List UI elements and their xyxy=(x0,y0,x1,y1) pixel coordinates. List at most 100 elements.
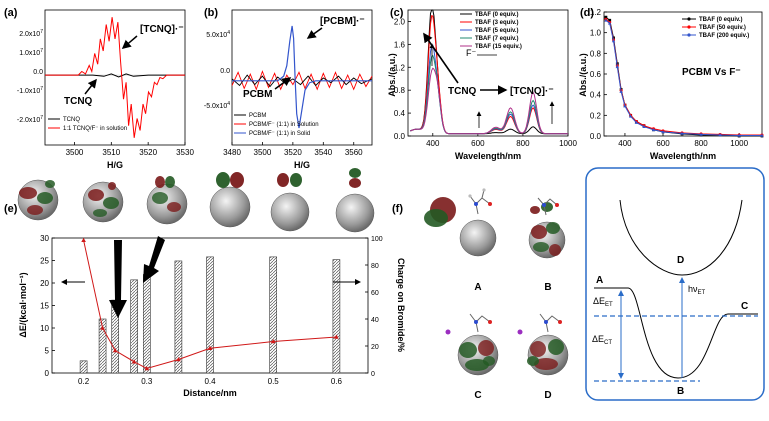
panel-b-y-ticks: 5.0x104 0.0 -5.0x104 xyxy=(204,30,230,110)
charge-bar xyxy=(269,256,278,374)
panel-a-xtick: 3510 xyxy=(102,148,120,157)
orbital-label-d: D xyxy=(544,390,551,401)
panel-a-xtick: 3520 xyxy=(139,148,157,157)
data-point xyxy=(628,114,633,118)
panel-b-arrow-radical xyxy=(306,27,323,39)
molecule-orbital-c: C xyxy=(445,313,499,401)
energy-diagram-frame xyxy=(585,167,765,401)
panel-c-ytick: 1.2 xyxy=(394,63,406,72)
panel-d-y-ticks: 0.0 0.2 0.4 0.6 0.8 1.0 1.2 xyxy=(590,8,607,141)
energy-point xyxy=(144,366,150,371)
panel-e-xtick: 0.4 xyxy=(204,377,216,386)
panel-d-legend: TBAF (0 equiv.) TBAF (50 equiv.) TBAF (200… xyxy=(682,17,749,39)
panel-e-y2tick: 20 xyxy=(371,344,379,351)
panel-e-pointer-1 xyxy=(109,240,127,318)
legend-label: TBAF (7 equiv.) xyxy=(475,36,519,42)
panel-c-annotation-fluoride: F⁻ xyxy=(466,48,476,58)
panel-e: (e) xyxy=(4,168,406,398)
panel-f-label: (f) xyxy=(392,203,403,215)
legend-label: PCBM/F⁻ (1:1) in Solution xyxy=(249,122,319,128)
legend-label: TBAF (50 equiv.) xyxy=(699,25,746,31)
panel-e-ylabel: ΔE/(kcal·mol⁻¹) xyxy=(18,272,28,337)
panel-c-xtick: 400 xyxy=(426,139,440,148)
panel-a-xlabel: H/G xyxy=(107,160,123,170)
data-point xyxy=(661,130,665,134)
panel-c-ytick: 0.4 xyxy=(394,109,406,118)
data-point xyxy=(699,132,703,136)
charge-bar xyxy=(130,279,138,374)
orbital-image-1 xyxy=(17,179,59,221)
panel-a-ytick: 2.0x107 xyxy=(19,29,43,38)
panel-b-arrow-pcbm xyxy=(274,77,292,90)
panel-a-annotation-radical: [TCNQ]·⁻ xyxy=(140,24,184,35)
energy-point xyxy=(81,237,86,243)
data-point xyxy=(760,133,764,137)
panel-c-legend: TBAF (0 equiv.) TBAF (3 equiv.) TBAF (5 eq… xyxy=(460,12,522,50)
legend-label: TBAF (15 equiv.) xyxy=(475,44,522,50)
panel-d-ytick: 0.0 xyxy=(590,132,602,141)
state-d-label: D xyxy=(677,255,684,266)
panel-b-legend: PCBM PCBM/F⁻ (1:1) in Solution PCBM/F⁻ (… xyxy=(234,113,319,137)
panel-e-y2tick: 60 xyxy=(371,290,379,297)
molecule-orbital-b: B xyxy=(528,197,566,293)
state-b-label: B xyxy=(677,386,684,397)
panel-d-ytick: 1.2 xyxy=(590,8,602,17)
panel-e-orbitals xyxy=(17,168,375,233)
panel-e-ytick: 10 xyxy=(40,324,49,333)
panel-e-pointer-2 xyxy=(143,236,165,283)
panel-d-xlabel: Wavelength/nm xyxy=(650,151,716,161)
panel-b-x-ticks: 3480 3500 3520 3540 3560 xyxy=(223,142,363,157)
panel-a-label: (a) xyxy=(4,7,18,19)
legend-label: TCNQ xyxy=(63,117,80,123)
energy-point xyxy=(100,325,105,330)
panel-b: (b) 5.0x104 0.0 -5.0x104 3480 3500 3520 354… xyxy=(204,7,373,170)
panel-b-frame xyxy=(231,9,373,146)
series-pcbm-fluoride-solution xyxy=(231,70,373,91)
panel-d-ylabel: Abs./(a.u.) xyxy=(578,53,588,97)
panel-c-arrow-tcnq xyxy=(423,32,459,84)
energy-point xyxy=(334,334,339,339)
energy-point xyxy=(207,345,213,351)
panel-c-xtick: 800 xyxy=(516,139,530,148)
data-point xyxy=(680,131,684,135)
panel-a-frame xyxy=(44,9,186,146)
panel-b-xlabel: H/G xyxy=(294,160,310,170)
orbital-label-b: B xyxy=(544,282,551,293)
panel-c-y-ticks: 0.0 0.4 0.8 1.2 1.6 2.0 xyxy=(394,17,411,141)
series-tcnq-fluoride xyxy=(45,17,185,138)
panel-a: (a) 2.0x107 1.0x107 0.0 -1.0x107 -2.0x10… xyxy=(4,7,194,170)
panel-c-ylabel: Abs./(a.u.) xyxy=(387,53,397,97)
molecule-orbital-d: D xyxy=(517,313,569,401)
data-point xyxy=(615,64,620,69)
panel-d-annotation: PCBM Vs F⁻ xyxy=(682,67,741,78)
panel-e-y2-ticks: 0 20 40 60 80 100 xyxy=(365,236,383,378)
panel-e-xlabel: Distance/nm xyxy=(183,388,237,398)
legend-label: PCBM xyxy=(249,113,266,119)
panel-b-xtick: 3540 xyxy=(314,148,332,157)
state-a-label: A xyxy=(596,275,603,286)
panel-c-annotation-radical: [TCNQ]·⁻ xyxy=(510,86,554,97)
panel-a-legend: TCNQ 1:1 TCNQ/F⁻ in solution xyxy=(48,117,127,132)
series-pcbm xyxy=(231,74,373,88)
panel-d-plot xyxy=(604,15,764,138)
panel-e-label: (e) xyxy=(4,203,18,215)
data-point xyxy=(611,39,616,43)
panel-d-ytick: 1.0 xyxy=(590,29,602,38)
panel-c-xtick: 600 xyxy=(471,139,485,148)
series-tbaf-15-equiv- xyxy=(410,67,568,135)
series-tbaf-200-equiv- xyxy=(605,19,762,136)
legend-label: TBAF (3 equiv.) xyxy=(475,20,519,26)
orbital-image-3 xyxy=(146,176,188,225)
panel-c-frame xyxy=(407,9,569,137)
panel-d-xtick: 800 xyxy=(694,139,708,148)
charge-bar xyxy=(332,259,341,374)
energy-point xyxy=(112,348,118,353)
data-point xyxy=(604,18,608,22)
panel-a-xtick: 3530 xyxy=(176,148,194,157)
legend-label: TBAF (200 equiv.) xyxy=(699,33,749,39)
panel-b-xtick: 3480 xyxy=(223,148,241,157)
energy-point xyxy=(176,357,181,362)
delta-et-text: ΔEET xyxy=(593,296,613,308)
panel-a-y-ticks: 2.0x107 1.0x107 0.0 -1.0x107 -2.0x107 xyxy=(17,29,43,124)
panel-b-ytick: -5.0x104 xyxy=(204,101,230,110)
